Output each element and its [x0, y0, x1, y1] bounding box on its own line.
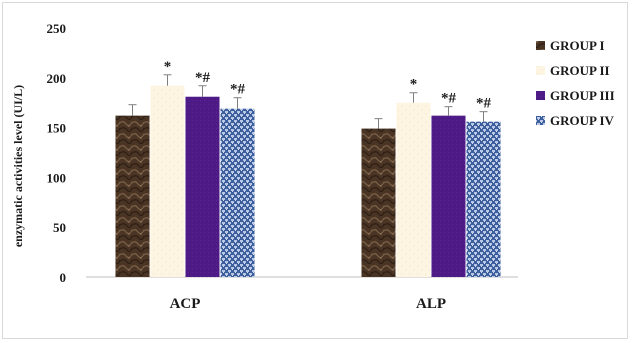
x-tick-label: ACP: [170, 296, 201, 312]
legend-swatch: [536, 66, 545, 75]
legend-swatch: [536, 116, 545, 125]
bar: [361, 128, 396, 277]
significance-label: *: [410, 77, 418, 93]
x-tick-label: ALP: [416, 296, 446, 312]
significance-label: *#: [195, 70, 211, 86]
significance-label: *#: [476, 96, 492, 112]
x-axis: ACP ALP: [170, 296, 446, 312]
legend: GROUP I GROUP II GROUP III GROUP IV: [536, 38, 615, 128]
y-axis: 0 50 100 150 200 250: [47, 21, 67, 285]
y-tick-label: 0: [60, 270, 67, 285]
y-tick-label: 50: [53, 220, 66, 235]
bar: [115, 115, 150, 277]
bar: [220, 108, 255, 278]
bar: [150, 85, 185, 277]
chart-frame: [2, 2, 628, 339]
y-tick-label: 200: [47, 71, 67, 86]
significance-label: *#: [230, 82, 246, 98]
legend-swatch: [536, 41, 545, 50]
significance-label: *#: [441, 91, 457, 107]
legend-label: GROUP II: [550, 63, 610, 78]
bar: [466, 121, 501, 278]
significance-label: *: [164, 59, 172, 75]
y-tick-label: 250: [47, 21, 67, 36]
y-axis-label: enzymatic activities level (UI/L): [11, 85, 25, 247]
bar: [396, 102, 431, 277]
legend-label: GROUP III: [550, 88, 615, 103]
y-tick-label: 150: [47, 121, 67, 136]
bar: [431, 115, 466, 277]
legend-swatch: [536, 91, 545, 100]
legend-label: GROUP IV: [550, 113, 615, 128]
bar-group: * * *# *# *# *#: [115, 59, 501, 278]
legend-label: GROUP I: [550, 38, 605, 53]
bar: [185, 96, 220, 277]
y-tick-label: 100: [47, 170, 67, 185]
